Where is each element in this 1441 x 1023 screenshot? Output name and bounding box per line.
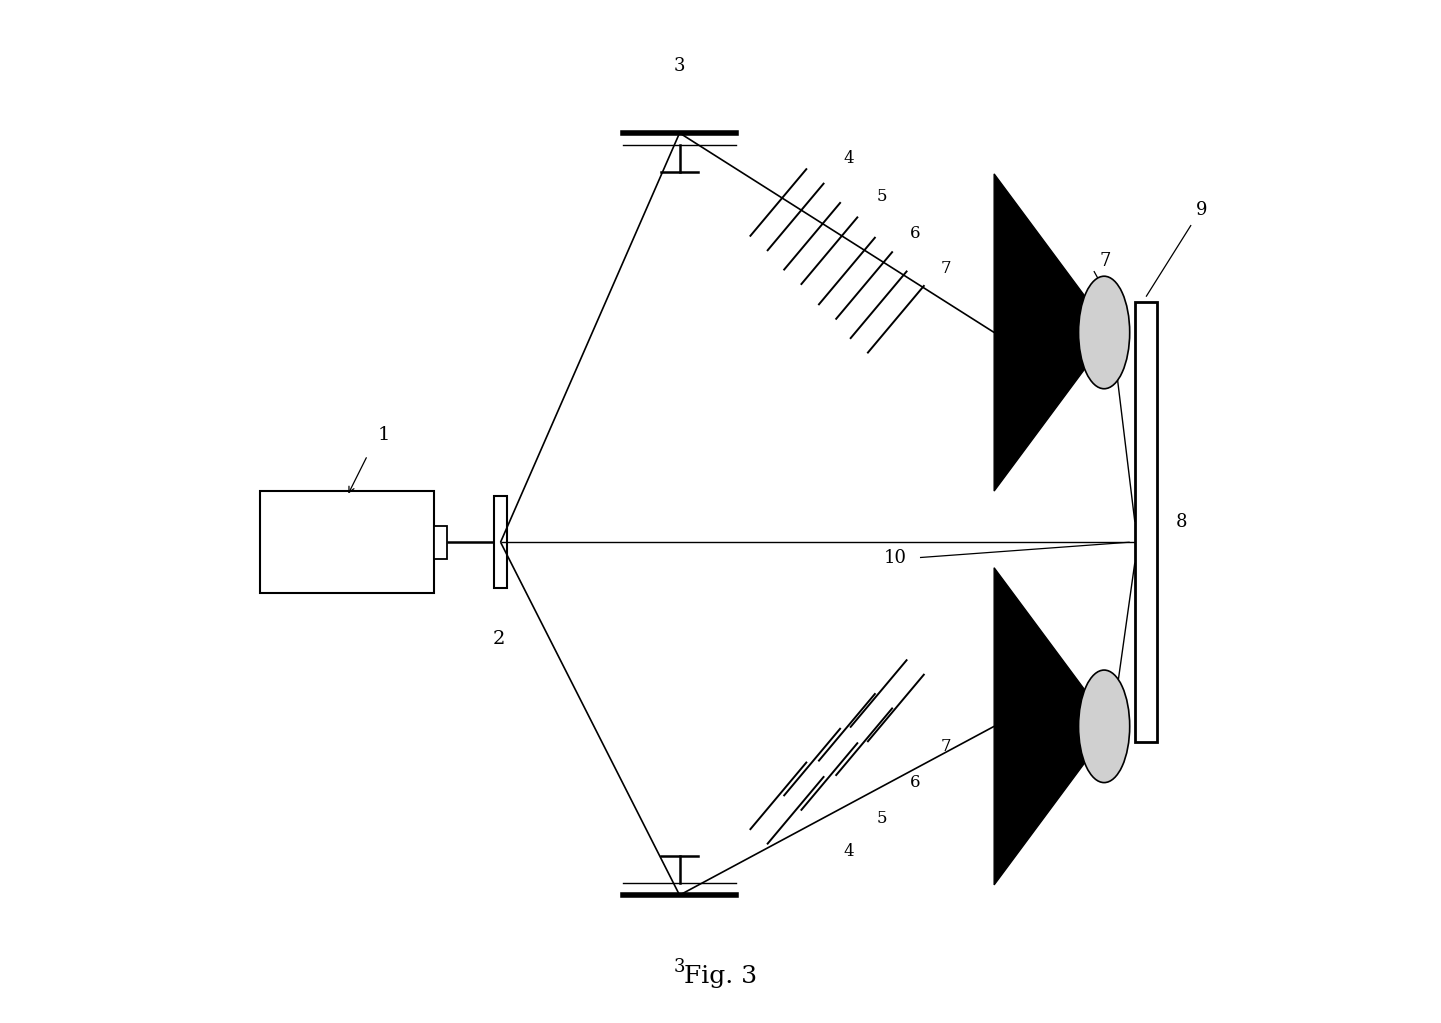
Text: 5: 5 — [878, 188, 888, 205]
Text: 10: 10 — [885, 548, 908, 567]
Polygon shape — [994, 332, 1112, 491]
Text: 3: 3 — [674, 57, 686, 76]
Polygon shape — [994, 568, 1112, 726]
Ellipse shape — [1078, 276, 1130, 389]
Text: 4: 4 — [843, 150, 855, 167]
Polygon shape — [994, 726, 1112, 885]
Text: 7: 7 — [1099, 763, 1111, 782]
Text: 5: 5 — [878, 810, 888, 827]
Text: 7: 7 — [941, 739, 951, 755]
Polygon shape — [994, 174, 1112, 332]
Text: 6: 6 — [909, 774, 921, 791]
Text: Fig. 3: Fig. 3 — [684, 966, 757, 988]
Text: 6: 6 — [909, 225, 921, 241]
Bar — [1136, 302, 1157, 742]
Text: 1: 1 — [378, 426, 391, 444]
Bar — [261, 491, 434, 593]
Text: 8: 8 — [1176, 513, 1187, 531]
Text: 7: 7 — [1099, 252, 1111, 270]
Text: 9: 9 — [1196, 201, 1208, 219]
Bar — [434, 526, 447, 559]
Text: 3: 3 — [674, 958, 686, 976]
Text: 4: 4 — [843, 843, 855, 859]
Ellipse shape — [1078, 670, 1130, 783]
Text: 2: 2 — [493, 630, 504, 649]
Text: 7: 7 — [941, 260, 951, 276]
Bar — [494, 496, 507, 588]
